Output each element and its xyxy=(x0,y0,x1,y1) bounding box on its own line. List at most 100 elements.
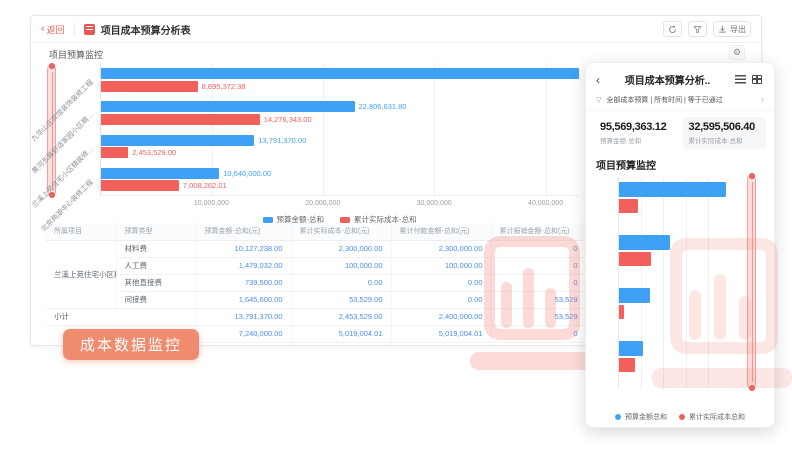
bar-value-label: 13,791,370.00 xyxy=(258,135,307,145)
legend-item[interactable]: 预算金额总和 xyxy=(615,412,667,422)
x-axis-tick: 30,000,000 xyxy=(416,200,452,207)
kpi-actual-cost-total[interactable]: 32,595,506.40 累计实际成本·总和 xyxy=(682,117,766,149)
value-cell: 2,453,529.00 xyxy=(291,308,392,326)
filter-funnel-icon xyxy=(693,25,702,33)
value-cell: 0 xyxy=(491,325,587,343)
export-label: 导出 xyxy=(730,24,746,34)
value-cell: 7,240,000.00 xyxy=(196,325,292,343)
header-divider xyxy=(73,23,75,35)
column-header[interactable]: 预算金额-总和(元) xyxy=(196,223,292,241)
value-cell: 1,695,320.00 xyxy=(391,342,492,345)
bar-row xyxy=(101,68,579,79)
actual-cost-bar[interactable] xyxy=(619,252,651,266)
chevron-right-icon: › xyxy=(760,94,764,105)
legend-swatch xyxy=(262,216,273,223)
value-cell: 53,529 xyxy=(491,308,587,326)
mobile-filter-text: 全部成本预算 | 所有时间 | 等于已通过 xyxy=(606,97,723,104)
budget-bar[interactable] xyxy=(619,288,650,303)
main-chart-plot: 22,806,631.80 13,791,370.00 10,640,000.00 8… xyxy=(100,63,579,196)
legend-dot xyxy=(679,414,685,420)
list-icon xyxy=(735,74,746,84)
list-view-button[interactable] xyxy=(735,74,747,85)
slider-handle-bottom[interactable] xyxy=(748,385,755,391)
mobile-filter-bar[interactable]: ▽ 全部成本预算 | 所有时间 | 等于已通过 › xyxy=(586,91,774,111)
slider-handle-bottom[interactable] xyxy=(48,192,55,198)
bar-value-label: 14,276,343.00 xyxy=(263,114,312,124)
main-chart-legend: 预算金额-总和 累计实际成本-总和 xyxy=(100,214,579,225)
filter-funnel-icon: ▽ xyxy=(596,96,602,104)
column-header[interactable]: 累计报销金额-总和(元) xyxy=(491,223,587,241)
value-cell: 0.00 xyxy=(291,274,392,292)
export-button[interactable]: 导出 xyxy=(713,21,751,37)
value-cell: 0 xyxy=(491,257,587,275)
kpi-value: 32,595,506.40 xyxy=(688,121,756,133)
bar-value-label: 8,695,372.38 xyxy=(201,81,246,91)
gear-icon[interactable]: ⚙ xyxy=(729,45,745,60)
value-cell: 5,019,004.01 xyxy=(391,325,492,343)
budget-bar[interactable] xyxy=(619,182,727,197)
value-cell: 53,529.00 xyxy=(291,291,392,309)
actual-cost-bar[interactable] xyxy=(101,147,129,158)
slider-handle-top[interactable] xyxy=(748,173,755,179)
gridline xyxy=(663,177,665,389)
gridline xyxy=(545,63,547,195)
value-cell: 1,645,600.00 xyxy=(196,291,292,309)
cost-monitor-badge: 成本数据监控 xyxy=(63,329,200,360)
legend-item[interactable]: 累计实际成本-总和 xyxy=(340,214,417,225)
kpi-value: 95,569,363.12 xyxy=(600,121,667,133)
mobile-section-title: 项目预算监控 xyxy=(596,161,656,172)
budget-bar[interactable] xyxy=(619,235,670,250)
actual-cost-bar[interactable] xyxy=(619,305,625,319)
grid-view-button[interactable] xyxy=(752,74,764,85)
gridline xyxy=(434,63,436,195)
legend-label: 累计实际成本总和 xyxy=(689,414,745,421)
actual-cost-bar[interactable] xyxy=(101,180,179,192)
subtotal-cell: 小计 xyxy=(46,308,197,326)
mobile-back-chevron-icon[interactable]: ‹ xyxy=(596,72,600,87)
mobile-title: 项目成本预算分析.. xyxy=(624,76,711,87)
value-cell: 0 xyxy=(491,240,587,258)
column-header[interactable]: 预算类型 xyxy=(116,223,197,241)
value-cell: 100,000.00 xyxy=(291,257,392,275)
kpi-budget-total[interactable]: 95,569,363.12 预算金额·总和 xyxy=(594,117,678,149)
budget-type-cell: 材料费 xyxy=(116,240,197,258)
mobile-preview-panel: ‹ 项目成本预算分析.. ▽ 全部成本预算 | 所有时间 | 等于已通过 › 9… xyxy=(585,62,775,428)
budget-bar[interactable] xyxy=(101,101,355,113)
budget-bar[interactable] xyxy=(101,68,579,79)
actual-cost-bar[interactable] xyxy=(619,199,639,213)
column-header[interactable]: 累计付款金额-总和(元) xyxy=(391,223,492,241)
refresh-button[interactable] xyxy=(663,21,682,37)
chart-datazoom-slider[interactable] xyxy=(47,63,56,198)
mobile-datazoom-slider[interactable] xyxy=(747,173,756,391)
bar-row: 8,695,372.38 xyxy=(101,80,579,92)
bar-value-label: 7,008,262.01 xyxy=(182,181,227,191)
actual-cost-bar[interactable] xyxy=(101,113,260,125)
bar-row: 13,791,370.00 xyxy=(101,134,579,146)
actual-cost-bar[interactable] xyxy=(619,358,635,372)
value-cell: 2,400,000.00 xyxy=(391,308,492,326)
value-cell: 100,000.00 xyxy=(391,257,492,275)
column-header[interactable]: 累计实际成本-总和(元) xyxy=(291,223,392,241)
legend-item[interactable]: 预算金额-总和 xyxy=(262,214,324,225)
budget-bar[interactable] xyxy=(101,167,220,179)
refresh-icon xyxy=(669,25,676,33)
grid-icon xyxy=(752,74,762,84)
back-button[interactable]: ‹ 返回 xyxy=(41,23,65,36)
legend-dot xyxy=(615,414,621,420)
budget-bar[interactable] xyxy=(101,134,255,146)
actual-cost-bar[interactable] xyxy=(101,80,198,92)
bar-row: 22,806,631.80 xyxy=(101,101,579,113)
legend-label: 预算金额总和 xyxy=(625,414,667,421)
filter-button[interactable] xyxy=(688,21,707,37)
bar-row: 14,276,343.00 xyxy=(101,113,579,125)
value-cell: 1,479,032.00 xyxy=(196,257,292,275)
legend-item[interactable]: 累计实际成本总和 xyxy=(679,412,745,422)
gridline xyxy=(323,63,325,195)
slider-handle-top[interactable] xyxy=(48,63,55,69)
bar-row: 2,453,529.00 xyxy=(101,147,579,158)
value-cell: 3,000,000.00 xyxy=(196,342,292,345)
page-title: 项目成本预算分析表 xyxy=(100,25,191,37)
column-header[interactable]: 所属项目 xyxy=(46,223,117,241)
mobile-chart-legend: 预算金额总和 累计实际成本总和 xyxy=(586,412,774,422)
budget-bar[interactable] xyxy=(619,341,643,356)
